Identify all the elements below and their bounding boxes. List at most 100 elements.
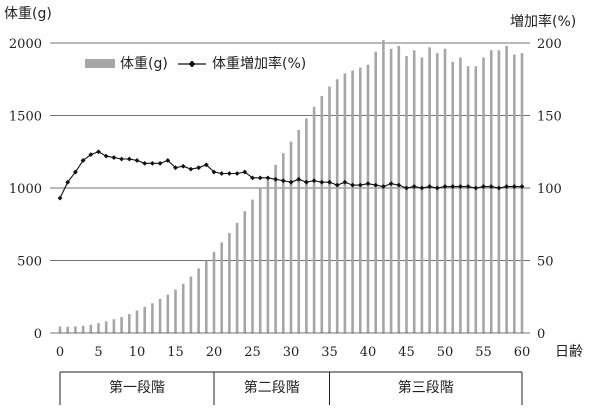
bar [443,48,447,334]
bar [197,268,200,333]
stage-bar: 第一段階 第二段階 第三段階 [59,371,523,405]
growth-rate-point [280,178,286,184]
growth-rate-point [103,153,109,159]
bar [135,310,139,333]
x-tick-label: 60 [514,345,531,360]
growth-rate-point [342,179,348,185]
bar [505,45,508,334]
growth-rate-point [381,184,386,189]
bar [228,232,231,333]
x-tick-label: 15 [167,345,184,360]
growth-rate-point [311,178,317,184]
growth-rate-point [404,185,409,191]
bar [497,50,501,333]
growth-rate-point [504,184,509,189]
growth-rate-point [250,175,255,181]
bar [459,57,462,333]
y-right-tick-label: 200 [537,37,562,52]
y-left-tick-label: 0 [34,327,42,342]
growth-rate-point [327,179,332,185]
bar [320,95,324,333]
bar [520,53,524,334]
y-right-tick-label: 0 [537,327,545,342]
y-right-tick-label: 50 [537,255,554,270]
bar [220,242,223,333]
legend-swatch-weight [85,59,115,68]
bar [143,306,146,333]
legend-swatch-growth-rate-marker [188,60,196,68]
growth-rate-point [450,184,456,189]
y-left-tick-label: 1000 [9,182,42,197]
legend: 体重(g) 体重増加率(%) [85,55,306,72]
growth-rate-point [65,179,71,185]
growth-rate-point [481,184,486,189]
legend-label-growth-rate: 体重増加率(%) [212,55,306,72]
y-right-tick-label: 100 [537,182,562,197]
growth-rate-point [80,158,86,163]
bar [120,317,123,333]
bar [297,130,300,333]
bar [389,48,393,334]
y-left-tick-label: 500 [17,255,42,270]
bar [451,61,454,333]
bar [328,86,331,333]
growth-rate-point [442,184,448,189]
y-left-axis-title: 体重(g) [4,6,52,22]
stage-label: 第二段階 [244,379,300,396]
growth-rate-point [373,182,379,188]
growth-rate-point [265,175,271,181]
bar [212,251,216,333]
x-tick-label: 5 [94,345,102,360]
bar [151,303,154,333]
growth-rate-point [357,182,363,188]
growth-rate-point [296,176,302,182]
bar [513,54,516,333]
bar [235,222,239,333]
x-tick-label: 55 [475,345,492,360]
bar [166,294,170,333]
bar [420,57,424,333]
growth-rate-point [388,181,394,187]
y-left-tick-label: 1500 [9,110,42,125]
growth-rate-point [219,171,225,176]
growth-rate-point [288,179,294,185]
bar [343,73,347,333]
bar [436,53,439,334]
bar [428,47,431,333]
bar [112,319,116,333]
x-tick-label: 10 [129,345,146,360]
bar [405,56,408,334]
bar [174,289,177,333]
growth-rate-point [350,182,355,188]
growth-rate-point [465,184,471,189]
x-tick-label: 20 [206,345,223,360]
bar [282,153,285,333]
bar [189,276,193,333]
bar [335,79,339,333]
x-axis-title: 日齢 [555,344,583,360]
growth-rate-point [88,152,94,158]
y-left-tick-label: 2000 [9,37,42,52]
growth-rate-point [157,160,163,166]
growth-rate-point [319,179,325,185]
stage-label: 第一段階 [109,379,165,396]
growth-rate-point [134,158,140,163]
bar [466,66,470,333]
growth-rate-point [419,185,425,191]
growth-rate-point [458,184,463,189]
stage-label: 第三段階 [398,379,454,396]
growth-rate-point [57,195,63,201]
x-tick-label: 0 [56,345,64,360]
bar [66,326,69,333]
bar [266,176,270,333]
bar [482,57,485,333]
growth-rate-point [511,184,517,189]
growth-rate-point [150,160,155,166]
bar [412,50,416,333]
x-tick-label: 45 [398,345,415,360]
growth-rate-point [304,179,309,185]
y-right-axis-title: 増加率(%) [510,13,576,30]
y-right-tick-label: 150 [537,110,562,125]
growth-rate-point [142,160,148,166]
bar [128,314,131,333]
